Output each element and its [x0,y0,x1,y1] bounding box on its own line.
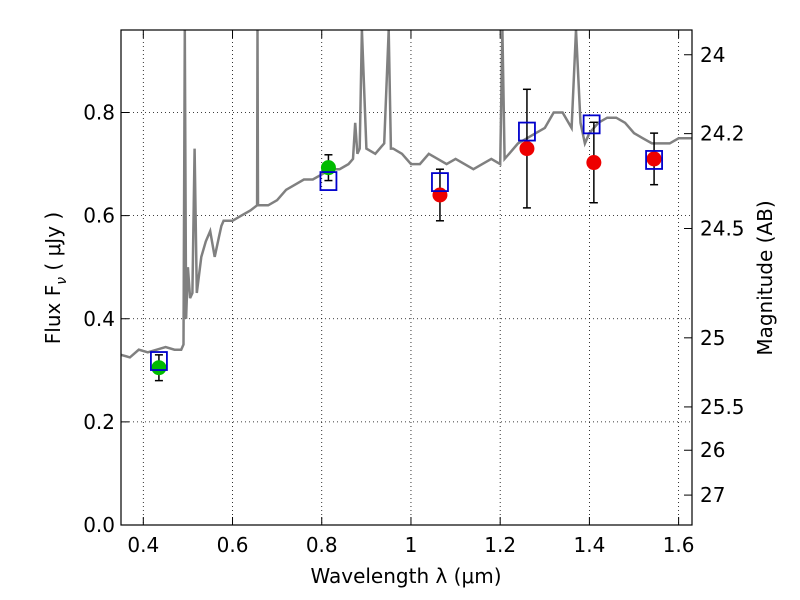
model-boxes [150,114,663,371]
plot-area [121,30,692,382]
y-axis-label: Flux Fν ( μJy ) [41,212,70,344]
grid [121,30,692,526]
y-tick-label: 0.8 [83,101,115,125]
model-flux-box [150,351,168,371]
model-spectrum-line [121,30,692,359]
y-tick-label: 0.6 [83,204,115,228]
x-tick-label: 1.2 [484,533,516,557]
y-axis-label-unit: ( μJy ) [41,212,65,277]
y2-tick-label: 24 [700,43,725,67]
y2-axis-label: Magnitude (AB) [753,200,777,355]
y-axis-label-main: Flux F [41,285,65,344]
model-flux-box [518,121,536,142]
model-flux-box [582,114,601,135]
ticks [121,30,692,526]
y2-tick-label: 27 [700,483,725,507]
x-axis-label: Wavelength λ (μm) [310,564,501,588]
model-flux-box [431,172,449,193]
y2-tick-label: 26 [700,438,725,462]
x-tick-label: 1.4 [573,533,605,557]
model-flux-box [645,150,663,170]
photometry-point [586,155,602,171]
photometry-points [151,141,662,376]
y2-tick-label: 25 [700,326,725,350]
photometry-point [646,151,662,167]
y-tick-label: 0.0 [83,513,115,537]
tick-labels: 0.4 0.6 0.8 1 1.2 1.4 1.6 0.0 0.2 0.4 0.6 0.8 24 24.2… [83,43,744,557]
y-tick-label: 0.2 [83,410,115,434]
x-tick-label: 1.6 [663,533,695,557]
photometry-point [151,360,167,376]
y2-tick-label: 25.5 [700,395,745,419]
x-tick-label: 0.8 [306,533,338,557]
y2-tick-label: 24.5 [700,217,745,241]
y2-tick-label: 24.2 [700,122,745,146]
x-tick-label: 0.4 [127,533,159,557]
x-tick-label: 1 [405,533,418,557]
photometry-point [432,187,448,203]
y-axis-label-subscript: ν [54,277,70,285]
photometry-point [519,141,535,157]
y-tick-label: 0.4 [83,307,115,331]
plot-frame [120,29,693,526]
x-tick-label: 0.6 [217,533,249,557]
model-flux-box [319,171,338,191]
